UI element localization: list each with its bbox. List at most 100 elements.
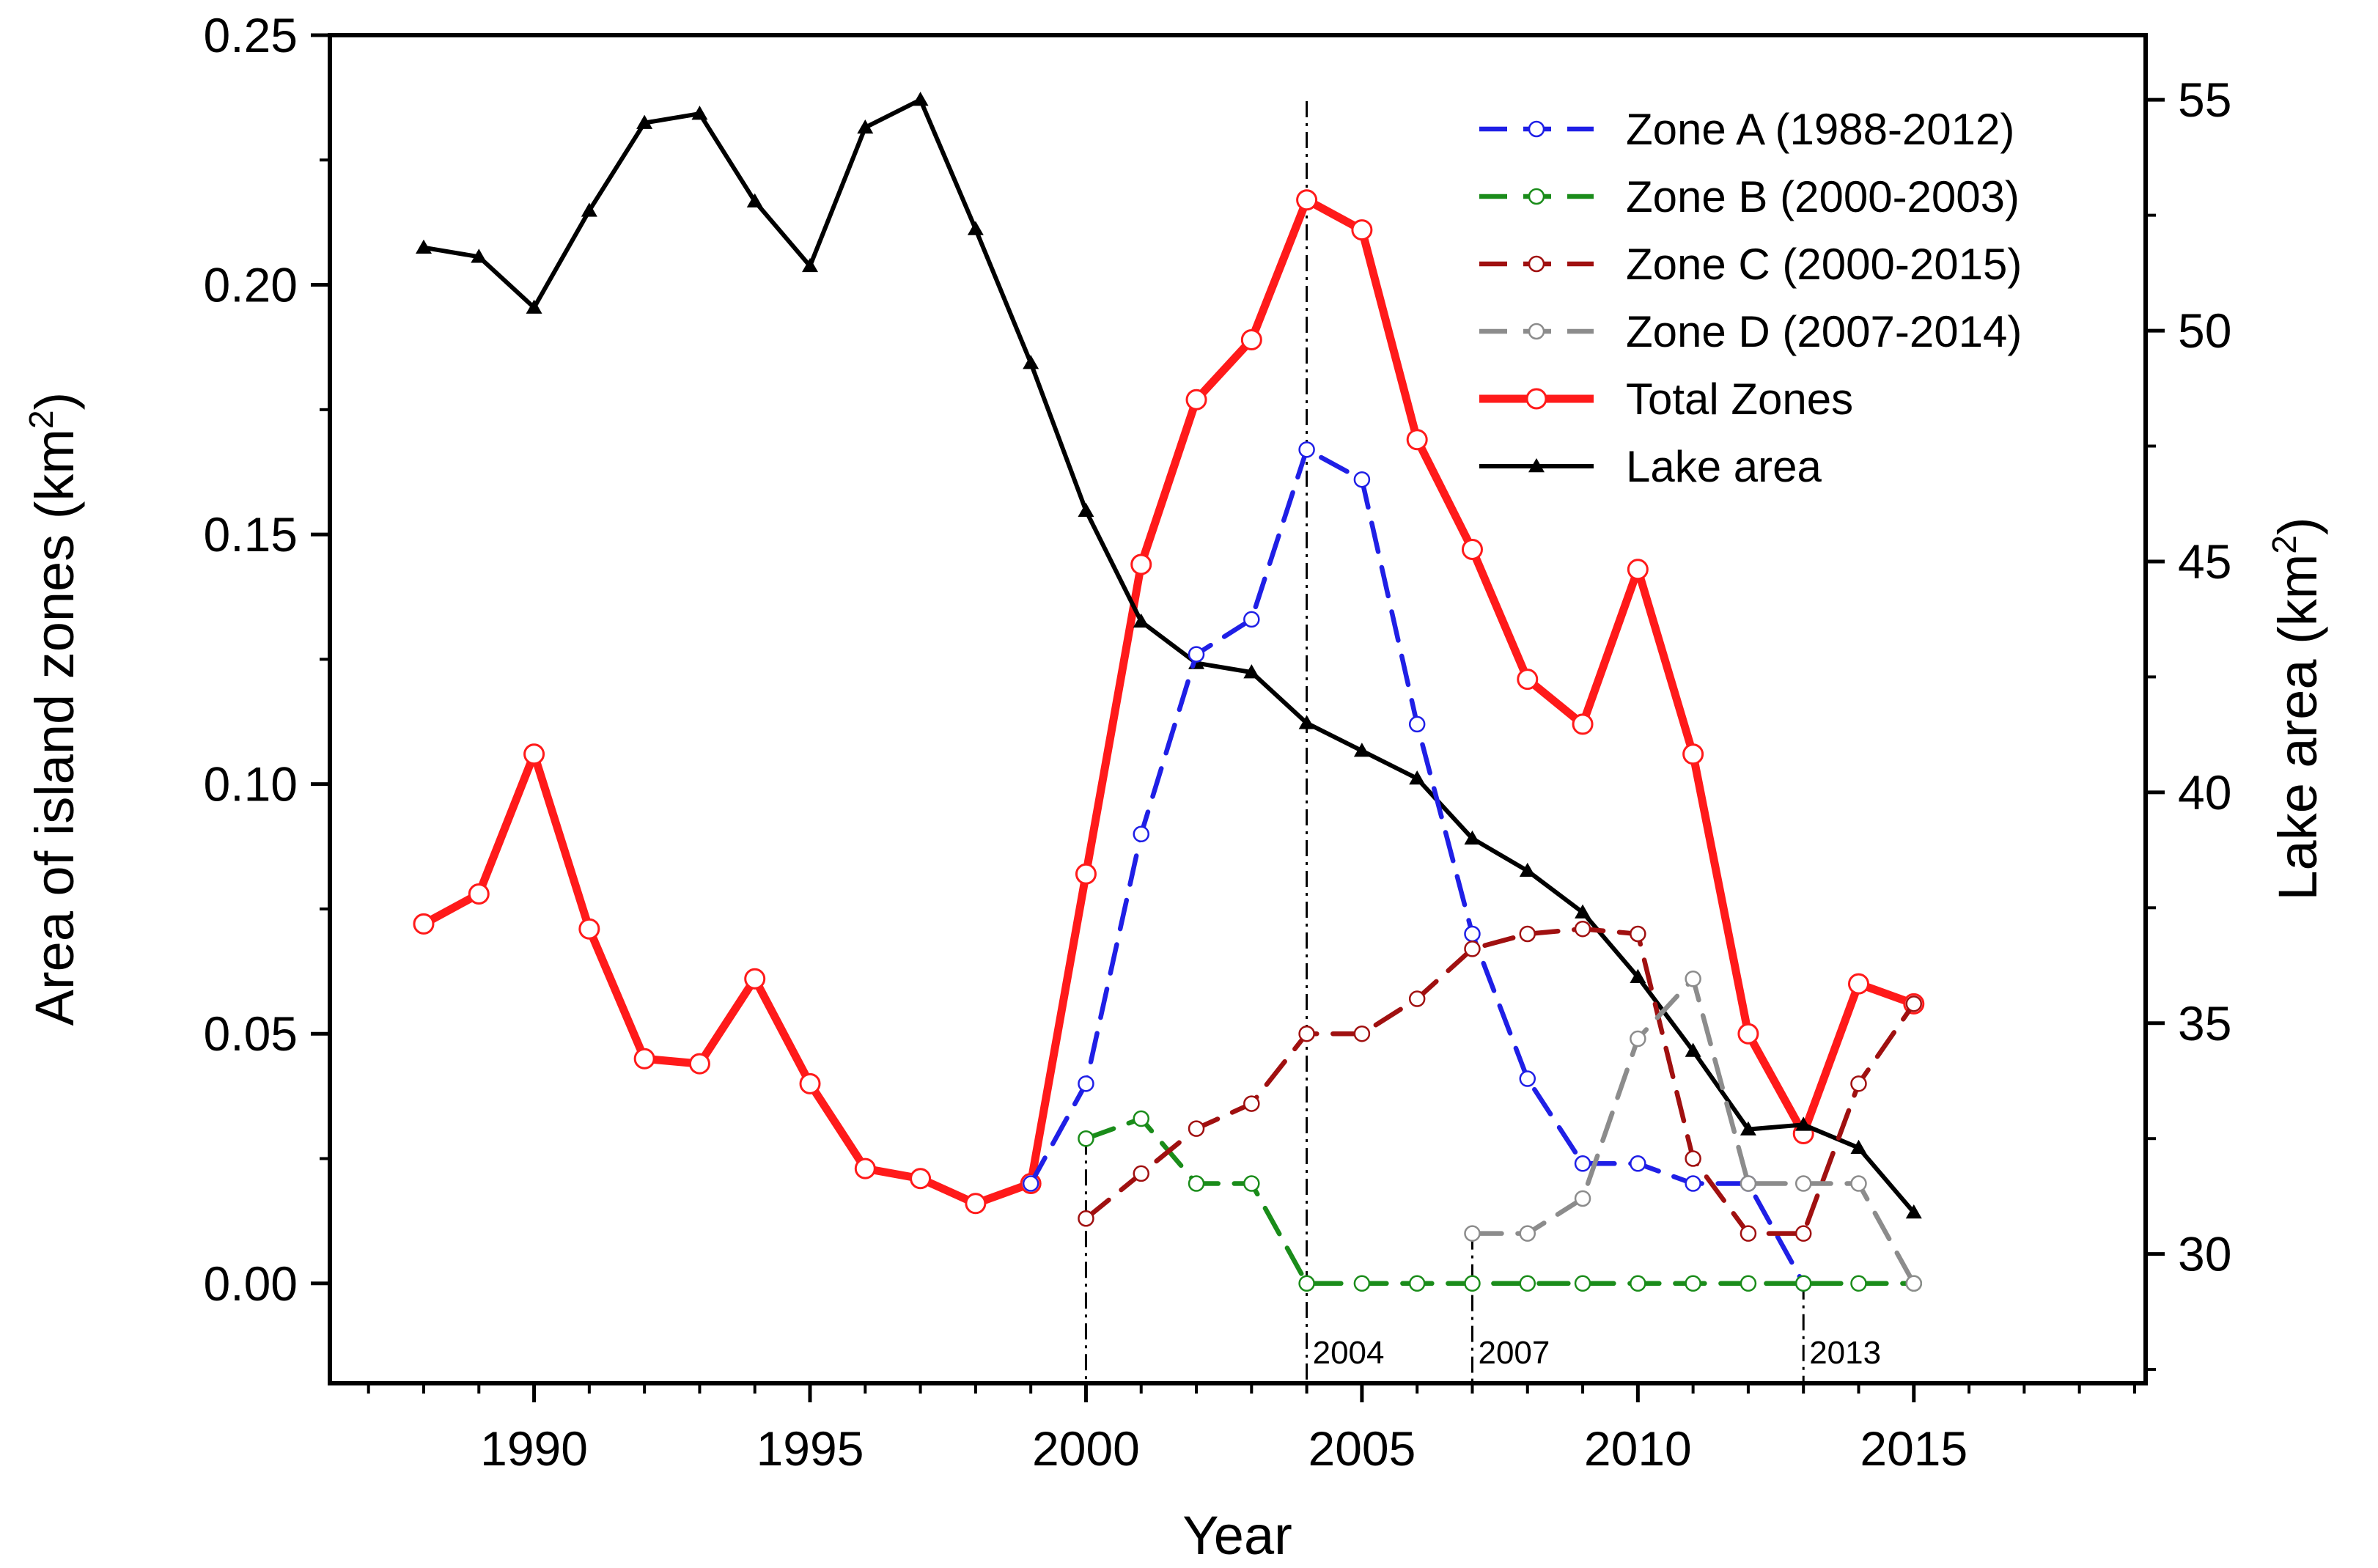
data-point-zone-a-1999 (1022, 1175, 1039, 1192)
y-axis-left-title: Area of island zones (km2) (22, 392, 85, 1026)
series-line-lake-area (421, 97, 1916, 1215)
legend-label-lake-area: Lake area (1626, 442, 1822, 491)
annotation-label-2004: 2004 (1313, 1335, 1385, 1371)
data-point-total-zones-2003 (1240, 328, 1262, 350)
data-point-lake-area-1992 (636, 114, 653, 129)
y-right-tick-label: 50 (2178, 303, 2231, 358)
data-point-total-zones-1996 (854, 1157, 876, 1179)
series-zone-c (1078, 920, 1923, 1242)
data-point-zone-d-2010 (1630, 1030, 1646, 1048)
data-point-zone-b-2010 (1630, 1275, 1646, 1292)
legend-marker-zone-b (1528, 188, 1545, 205)
data-point-total-zones-2000 (1075, 863, 1097, 885)
data-point-total-zones-2004 (1296, 189, 1318, 211)
data-point-total-zones-2010 (1627, 559, 1649, 581)
legend-marker-lake-area (1528, 458, 1545, 473)
y-axis-left-title-main: Area of island zones (km (24, 429, 85, 1026)
data-point-total-zones-2006 (1406, 429, 1428, 451)
data-point-lake-area-1996 (857, 119, 874, 134)
series-lake-area (415, 92, 1922, 1219)
annotation-label-2007: 2007 (1478, 1335, 1550, 1371)
legend-label-zone-a: Zone A (1988-2012) (1626, 105, 2014, 154)
data-point-zone-d-2014 (1850, 1175, 1867, 1192)
legend-marker-zone-d (1528, 323, 1545, 340)
legend: Zone A (1988-2012) Zone B (2000-2003) Zone… (1479, 105, 2022, 491)
plot-frame (328, 33, 2148, 1385)
data-point-lake-area-2003 (1243, 664, 1260, 679)
y-left-tick-label: 0.00 (204, 1256, 298, 1311)
data-point-zone-a-2005 (1353, 471, 1371, 488)
data-point-lake-area-1990 (526, 299, 542, 314)
data-point-zone-d-2009 (1574, 1190, 1591, 1207)
series-total-zones (413, 189, 1925, 1215)
data-point-lake-area-2005 (1353, 743, 1370, 757)
data-point-lake-area-2007 (1464, 830, 1481, 845)
x-tick-label-2000: 2000 (1032, 1421, 1140, 1476)
data-point-zone-b-2005 (1353, 1275, 1371, 1292)
data-point-lake-area-2010 (1630, 968, 1646, 984)
x-tick-label-1990: 1990 (480, 1421, 588, 1476)
data-point-zone-c-2008 (1519, 925, 1536, 943)
data-point-lake-area-1989 (471, 249, 487, 263)
data-point-zone-c-2007 (1464, 941, 1481, 957)
data-point-lake-area-2011 (1685, 1042, 1701, 1057)
data-point-lake-area-2001 (1133, 613, 1149, 628)
data-point-total-zones-2001 (1130, 553, 1152, 575)
data-point-lake-area-1997 (912, 92, 929, 106)
series-zone-b (1078, 1110, 1923, 1292)
legend-marker-zone-c (1528, 255, 1545, 273)
data-point-zone-a-2001 (1133, 825, 1149, 843)
data-point-zone-a-2006 (1408, 715, 1426, 733)
data-point-lake-area-2015 (1905, 1204, 1922, 1219)
data-point-total-zones-1990 (523, 743, 545, 765)
data-point-zone-c-2002 (1188, 1120, 1205, 1137)
y-left-tick-label: 0.15 (204, 507, 298, 562)
data-point-total-zones-2011 (1682, 743, 1704, 765)
data-point-zone-d-2012 (1740, 1175, 1757, 1192)
data-point-total-zones-1988 (413, 913, 435, 935)
data-point-lake-area-1991 (581, 202, 597, 217)
data-point-zone-c-2006 (1408, 990, 1426, 1007)
data-point-zone-c-2012 (1740, 1225, 1757, 1242)
data-point-lake-area-2014 (1850, 1139, 1867, 1155)
data-point-zone-c-2003 (1243, 1095, 1260, 1112)
data-point-zone-d-2007 (1464, 1225, 1481, 1242)
data-point-zone-b-2003 (1243, 1175, 1260, 1192)
y-right-tick-label: 35 (2178, 996, 2231, 1050)
series-line-zone-c (1083, 926, 1917, 1236)
data-point-lake-area-1995 (802, 257, 819, 273)
data-point-total-zones-1993 (688, 1053, 710, 1075)
y-right-tick-label: 55 (2178, 73, 2231, 127)
legend-marker-zone-a (1528, 120, 1545, 138)
data-point-zone-a-2002 (1188, 646, 1205, 663)
y-axis-left-title-sup: 2 (22, 410, 60, 429)
data-point-total-zones-1997 (910, 1168, 932, 1190)
x-tick-label-2010: 2010 (1584, 1421, 1692, 1476)
y-axis-right-title-close: ) (2267, 517, 2328, 535)
x-axis-title: Year (1182, 1505, 1292, 1566)
y-axis-right-title: Lake area (km2) (2265, 517, 2328, 900)
data-point-lake-area-2008 (1519, 862, 1536, 877)
series-line-zone-b (1083, 1116, 1917, 1287)
x-tick-label-2005: 2005 (1308, 1421, 1416, 1476)
data-point-total-zones-1998 (965, 1193, 987, 1215)
data-point-zone-b-2011 (1685, 1275, 1701, 1292)
data-point-zone-b-2001 (1133, 1110, 1149, 1127)
data-point-zone-c-2004 (1298, 1025, 1315, 1042)
data-point-lake-area-2000 (1078, 502, 1094, 517)
y-right-tick-label: 45 (2178, 534, 2231, 589)
data-point-lake-area-1988 (415, 239, 432, 254)
data-point-total-zones-1992 (633, 1048, 655, 1070)
y-right-tick-label: 40 (2178, 765, 2231, 820)
y-left-tick-label: 0.05 (204, 1006, 298, 1061)
data-point-total-zones-2007 (1461, 539, 1483, 561)
data-point-zone-c-2011 (1685, 1150, 1701, 1167)
legend-label-total-zones: Total Zones (1626, 375, 1853, 424)
data-point-zone-b-2006 (1408, 1275, 1426, 1292)
data-point-total-zones-2014 (1847, 973, 1869, 995)
data-point-lake-area-1993 (691, 106, 708, 120)
data-point-zone-b-2012 (1740, 1275, 1757, 1292)
data-point-zone-d-2013 (1794, 1175, 1812, 1192)
y-left-tick-label: 0.10 (204, 757, 298, 811)
